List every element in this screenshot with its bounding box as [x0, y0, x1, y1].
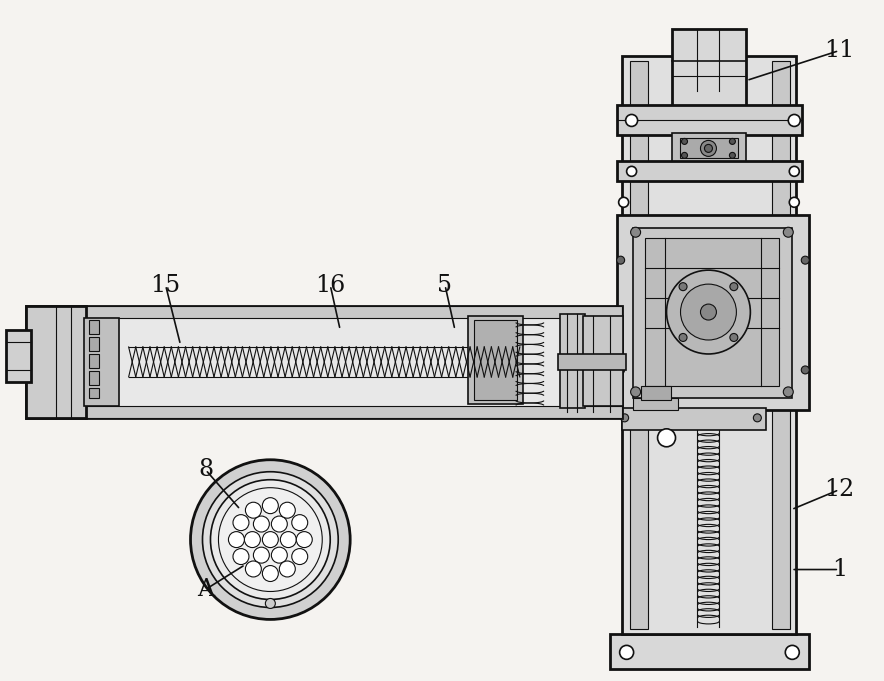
Bar — [26, 306, 621, 418]
Circle shape — [279, 561, 295, 577]
Bar — [583, 316, 622, 406]
Bar — [773, 61, 790, 629]
Circle shape — [679, 283, 687, 291]
Circle shape — [263, 532, 278, 548]
Circle shape — [271, 516, 287, 532]
Bar — [633, 398, 677, 410]
Bar — [629, 61, 648, 629]
Circle shape — [705, 144, 713, 153]
Circle shape — [233, 515, 249, 530]
Circle shape — [679, 334, 687, 341]
Circle shape — [626, 114, 637, 127]
Circle shape — [228, 532, 244, 548]
Bar — [558, 354, 626, 370]
Circle shape — [681, 284, 736, 340]
Bar — [6, 330, 31, 382]
Circle shape — [244, 532, 261, 548]
Circle shape — [700, 140, 716, 157]
Circle shape — [627, 166, 636, 176]
Circle shape — [630, 227, 641, 237]
Circle shape — [682, 138, 688, 144]
Circle shape — [700, 304, 716, 320]
Circle shape — [785, 646, 799, 659]
Circle shape — [246, 502, 262, 518]
Circle shape — [801, 256, 809, 264]
Circle shape — [783, 227, 793, 237]
Text: 5: 5 — [438, 274, 453, 297]
Circle shape — [617, 366, 625, 374]
Circle shape — [292, 515, 308, 530]
Circle shape — [801, 366, 809, 374]
Circle shape — [210, 479, 331, 599]
Bar — [672, 29, 746, 108]
Circle shape — [621, 414, 629, 422]
Text: 15: 15 — [150, 274, 180, 297]
Text: 11: 11 — [824, 39, 854, 62]
Circle shape — [783, 387, 793, 397]
Circle shape — [620, 646, 634, 659]
Circle shape — [658, 429, 675, 447]
Bar — [88, 371, 99, 385]
Circle shape — [789, 166, 799, 176]
Circle shape — [254, 547, 270, 563]
Circle shape — [263, 565, 278, 582]
Circle shape — [730, 283, 738, 291]
Circle shape — [630, 387, 641, 397]
Circle shape — [279, 502, 295, 518]
Bar — [88, 354, 99, 368]
Circle shape — [265, 599, 275, 608]
Bar — [641, 386, 671, 400]
Circle shape — [263, 498, 278, 513]
Bar — [88, 320, 99, 334]
Bar — [621, 56, 796, 635]
Circle shape — [617, 256, 625, 264]
Circle shape — [191, 460, 350, 620]
Circle shape — [789, 114, 800, 127]
Circle shape — [254, 516, 270, 532]
Circle shape — [789, 197, 799, 207]
Bar — [617, 161, 803, 181]
Circle shape — [730, 334, 738, 341]
Bar — [610, 635, 809, 669]
Circle shape — [729, 153, 735, 159]
Bar — [644, 238, 780, 386]
Circle shape — [246, 561, 262, 577]
Bar — [621, 408, 766, 430]
Bar — [88, 388, 99, 398]
Bar — [26, 406, 621, 418]
Circle shape — [753, 414, 761, 422]
Text: 8: 8 — [198, 458, 213, 481]
Text: A: A — [197, 578, 214, 601]
Bar — [560, 314, 584, 408]
Circle shape — [729, 138, 735, 144]
Circle shape — [292, 549, 308, 565]
Circle shape — [280, 532, 296, 548]
Bar — [26, 306, 86, 418]
Circle shape — [296, 532, 312, 548]
Bar — [84, 318, 118, 406]
Bar — [672, 133, 746, 163]
Circle shape — [682, 153, 688, 159]
Circle shape — [667, 270, 751, 354]
Circle shape — [271, 547, 287, 563]
Bar — [617, 215, 809, 410]
Circle shape — [619, 197, 629, 207]
Circle shape — [233, 549, 249, 565]
Text: 1: 1 — [832, 558, 847, 581]
Text: 16: 16 — [315, 274, 346, 297]
Bar — [633, 228, 792, 398]
Bar — [468, 316, 522, 404]
Circle shape — [202, 472, 339, 607]
Bar — [26, 306, 621, 318]
Bar — [617, 106, 803, 136]
Circle shape — [218, 488, 323, 592]
Bar — [680, 138, 738, 159]
Text: 12: 12 — [824, 478, 854, 501]
Bar — [474, 320, 517, 400]
Bar — [88, 337, 99, 351]
